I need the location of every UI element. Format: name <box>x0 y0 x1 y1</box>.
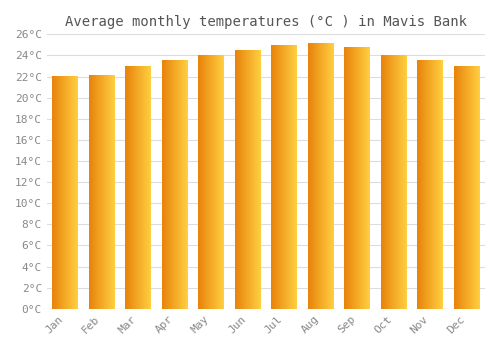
Title: Average monthly temperatures (°C ) in Mavis Bank: Average monthly temperatures (°C ) in Ma… <box>65 15 467 29</box>
